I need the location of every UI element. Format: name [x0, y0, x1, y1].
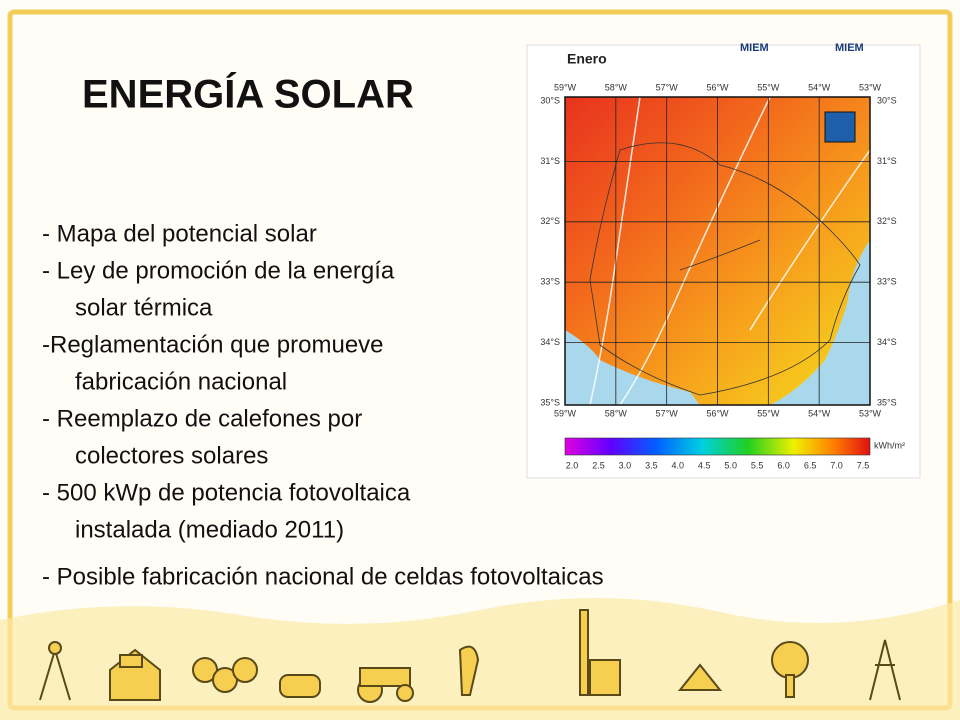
map-frame: [564, 96, 871, 406]
lat-label: 30°S: [877, 95, 897, 105]
lat-label: 32°S: [540, 216, 560, 226]
lon-label: 56°W: [706, 408, 729, 418]
colorbar-label: 3.5: [645, 460, 658, 470]
lon-label: 59°W: [554, 82, 577, 92]
footer-icons: [39, 609, 901, 703]
map-logo: [824, 111, 856, 143]
lon-label: 57°W: [656, 408, 679, 418]
lon-label: 55°W: [757, 82, 780, 92]
bullet: - 500 kWp de potencia fotovoltaica: [42, 479, 411, 506]
colorbar-label: 6.0: [777, 460, 790, 470]
colorbar-label: 2.5: [592, 460, 605, 470]
borders: [589, 142, 861, 396]
bullet-continuation: colectores solares: [75, 442, 268, 469]
lat-label: 32°S: [877, 216, 897, 226]
water: [770, 240, 870, 405]
colorbar-label: 7.5: [857, 460, 870, 470]
lat-label: 35°S: [877, 397, 897, 407]
colorbar-unit: kWh/m²: [874, 440, 905, 450]
lat-label: 31°S: [540, 156, 560, 166]
colorbar-label: 2.0: [566, 460, 579, 470]
lon-label: 58°W: [605, 82, 628, 92]
lat-label: 34°S: [877, 337, 897, 347]
lat-label: 33°S: [877, 277, 897, 287]
colorbar-label: 4.5: [698, 460, 711, 470]
colorbar-label: 4.0: [672, 460, 685, 470]
lon-label: 56°W: [706, 82, 729, 92]
logo: MIEM: [835, 42, 864, 54]
lon-label: 58°W: [605, 408, 628, 418]
bullet-list: - Mapa del potencial solar - Ley de promo…: [42, 220, 604, 590]
lat-label: 30°S: [540, 95, 560, 105]
colorbar-label: 5.0: [724, 460, 737, 470]
lat-label: 35°S: [540, 397, 560, 407]
bullet: - Reemplazo de calefones por: [42, 405, 362, 432]
lon-label: 54°W: [808, 408, 831, 418]
lat-label: 31°S: [877, 156, 897, 166]
map-title: Enero: [567, 51, 607, 67]
lon-label: 59°W: [554, 408, 577, 418]
water: [565, 330, 700, 405]
lon-label: 57°W: [656, 82, 679, 92]
solar-map: Enero MIEM MIEM kWh/m² 59°W 59°W 58°W 58°W 5…: [526, 42, 921, 479]
lat-label: 33°S: [540, 277, 560, 287]
colorbar-label: 7.0: [830, 460, 843, 470]
bullet: - Ley de promoción de la energía: [42, 257, 395, 284]
bullet-continuation: solar térmica: [75, 294, 213, 321]
bullet: - Posible fabricación nacional de celdas…: [42, 563, 604, 590]
lon-label: 55°W: [757, 408, 780, 418]
colorbar-label: 3.0: [619, 460, 632, 470]
lon-label: 53°W: [859, 408, 882, 418]
bullet: -Reglamentación que promueve: [42, 331, 384, 358]
colorbar: [564, 437, 871, 456]
logo: MIEM: [740, 42, 769, 54]
lon-label: 54°W: [808, 82, 831, 92]
colorbar-label: 5.5: [751, 460, 764, 470]
bullet-continuation: instalada (mediado 2011): [75, 516, 344, 543]
lon-label: 53°W: [859, 82, 882, 92]
colorbar-label: 6.5: [804, 460, 817, 470]
lat-label: 34°S: [540, 337, 560, 347]
bullet: - Mapa del potencial solar: [42, 220, 317, 247]
slide-title: ENERGÍA SOLAR: [82, 72, 414, 117]
bullet-continuation: fabricación nacional: [75, 368, 287, 395]
